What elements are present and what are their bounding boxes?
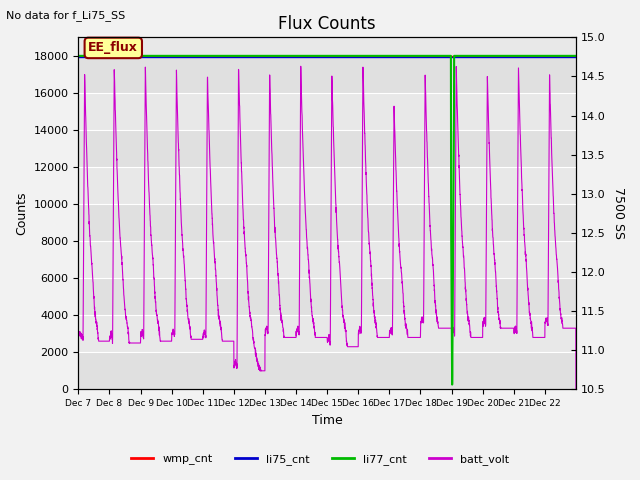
Title: Flux Counts: Flux Counts [278,15,376,33]
Bar [79,204,576,241]
Y-axis label: Counts: Counts [15,192,28,235]
Bar [79,167,576,204]
Bar [79,241,576,278]
Y-axis label: 7500 SS: 7500 SS [612,187,625,240]
Bar [79,352,576,389]
X-axis label: Time: Time [312,414,342,427]
Text: No data for f_Li75_SS: No data for f_Li75_SS [6,10,125,21]
Text: EE_flux: EE_flux [88,41,138,54]
Bar [79,278,576,315]
Bar [79,315,576,352]
Bar [79,130,576,167]
Bar [79,93,576,130]
Legend: wmp_cnt, li75_cnt, li77_cnt, batt_volt: wmp_cnt, li75_cnt, li77_cnt, batt_volt [127,450,513,469]
Bar [79,56,576,93]
